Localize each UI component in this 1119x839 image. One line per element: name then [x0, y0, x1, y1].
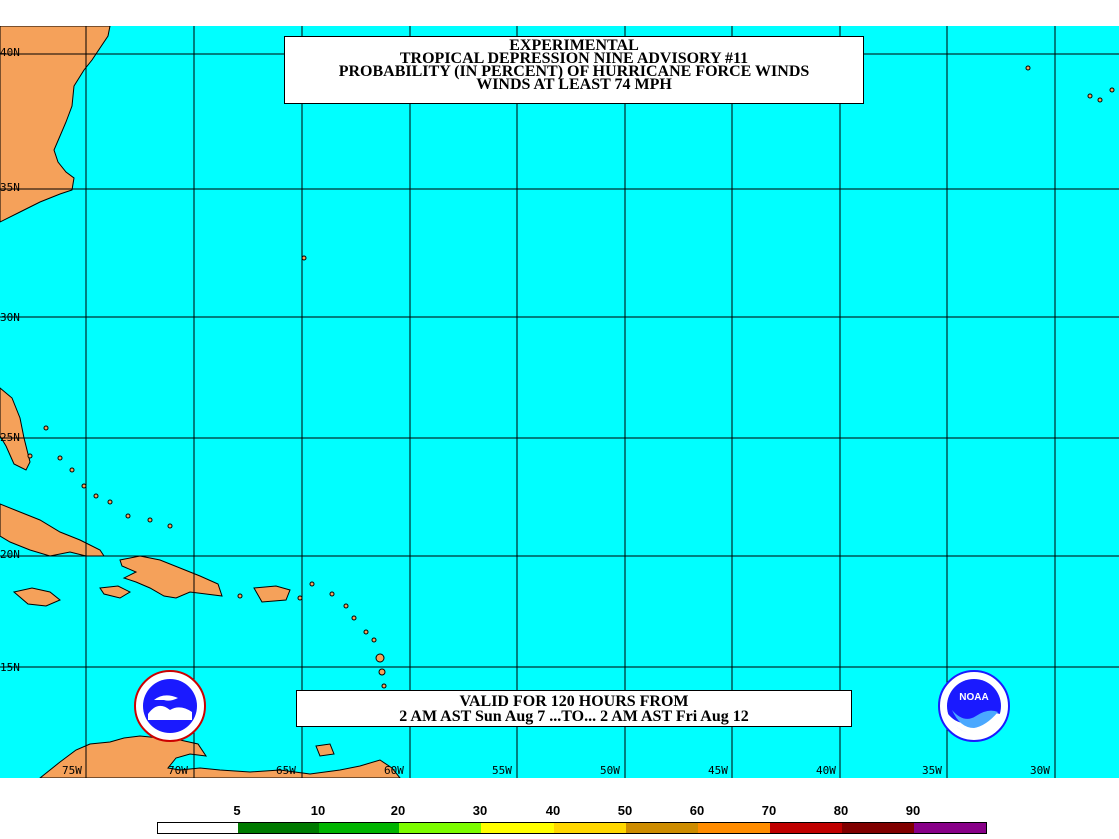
- lon-label-45w: 45W: [708, 764, 728, 777]
- lat-label-20n: 20N: [0, 548, 20, 561]
- legend-color-cell: [914, 823, 986, 833]
- lon-label-75w: 75W: [62, 764, 82, 777]
- legend-label-80: 80: [833, 803, 849, 818]
- south-america-land: [39, 735, 401, 778]
- legend-color-cell: [158, 823, 238, 833]
- lon-label-35w: 35W: [922, 764, 942, 777]
- legend-color-cell: [770, 823, 842, 833]
- lat-label-15n: 15N: [0, 661, 20, 674]
- jamaica-land: [12, 587, 61, 607]
- legend-label-60: 60: [689, 803, 705, 818]
- map-area: 40N 35N 30N 25N 20N 15N 75W 70W 65W 60W …: [0, 26, 1119, 778]
- title-line-4: WINDS AT LEAST 74 MPH: [476, 76, 672, 93]
- legend-label-5: 5: [233, 803, 241, 818]
- legend-label-50: 50: [617, 803, 633, 818]
- legend-label-90: 90: [905, 803, 921, 818]
- lat-label-35n: 35N: [0, 181, 20, 194]
- lat-label-25n: 25N: [0, 431, 20, 444]
- lon-label-65w: 65W: [276, 764, 296, 777]
- us-east-coast-land: [0, 26, 111, 223]
- hispaniola-land: [119, 555, 223, 599]
- legend-color-cell: [698, 823, 770, 833]
- lon-label-55w: 55W: [492, 764, 512, 777]
- legend-label-10: 10: [310, 803, 326, 818]
- noaa-logo-text: NOAA: [959, 692, 988, 703]
- title-line-2: TROPICAL DEPRESSION NINE ADVISORY #11: [399, 50, 749, 67]
- valid-line-1: VALID FOR 120 HOURS FROM: [459, 693, 689, 710]
- puerto-rico-land: [253, 585, 291, 603]
- legend-color-cell: [238, 823, 319, 833]
- noaa-logo-icon: NOAA: [938, 670, 1010, 742]
- lat-label-40n: 40N: [0, 46, 20, 59]
- lat-label-30n: 30N: [0, 311, 20, 324]
- haiti-south-land: [99, 585, 132, 599]
- valid-period-box: VALID FOR 120 HOURS FROM 2 AM AST Sun Au…: [296, 690, 852, 727]
- title-box: EXPERIMENTAL TROPICAL DEPRESSION NINE AD…: [284, 36, 864, 104]
- valid-line-2: 2 AM AST Sun Aug 7 ...TO... 2 AM AST Fri…: [399, 708, 749, 725]
- legend-color-bar: [157, 822, 987, 834]
- lon-label-50w: 50W: [600, 764, 620, 777]
- lon-label-30w: 30W: [1030, 764, 1050, 777]
- title-line-3: PROBABILITY (IN PERCENT) OF HURRICANE FO…: [338, 63, 810, 80]
- legend-color-cell: [399, 823, 481, 833]
- legend-color-cell: [626, 823, 698, 833]
- legend-color-cell: [842, 823, 914, 833]
- title-line-1: EXPERIMENTAL: [509, 37, 639, 54]
- map-canvas: [0, 26, 1119, 778]
- legend-label-20: 20: [390, 803, 406, 818]
- legend-label-30: 30: [472, 803, 488, 818]
- lon-label-70w: 70W: [168, 764, 188, 777]
- legend-color-cell: [481, 823, 554, 833]
- legend-color-cell: [319, 823, 399, 833]
- legend-label-40: 40: [545, 803, 561, 818]
- lon-label-40w: 40W: [816, 764, 836, 777]
- legend-color-cell: [554, 823, 626, 833]
- nws-logo-icon: [134, 670, 206, 742]
- florida-land: [0, 387, 31, 471]
- lon-label-60w: 60W: [384, 764, 404, 777]
- legend-label-70: 70: [761, 803, 777, 818]
- trinidad-land: [315, 743, 335, 757]
